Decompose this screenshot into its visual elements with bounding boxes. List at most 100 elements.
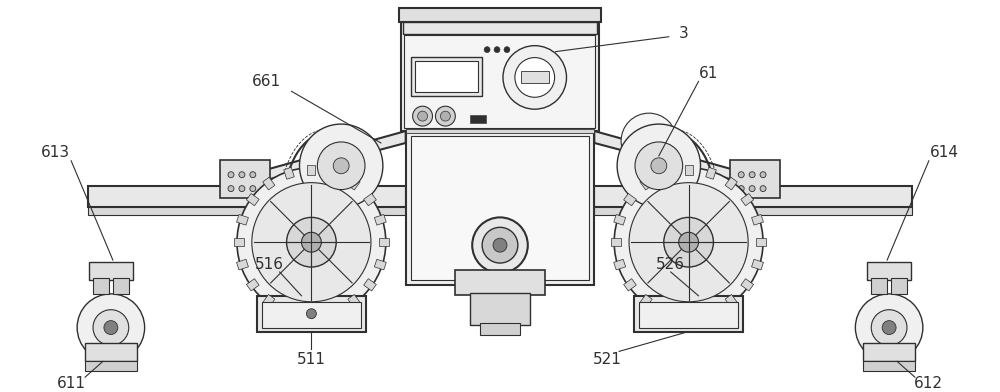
Bar bbox=[752, 214, 763, 225]
Circle shape bbox=[252, 183, 371, 302]
Circle shape bbox=[882, 321, 896, 334]
Circle shape bbox=[504, 47, 510, 53]
Polygon shape bbox=[594, 131, 766, 189]
Circle shape bbox=[418, 111, 428, 121]
Circle shape bbox=[493, 238, 507, 252]
Polygon shape bbox=[234, 131, 406, 189]
Bar bbox=[85, 343, 137, 361]
Circle shape bbox=[306, 309, 316, 319]
Circle shape bbox=[494, 47, 500, 53]
Circle shape bbox=[299, 124, 383, 207]
Circle shape bbox=[749, 186, 755, 192]
Bar bbox=[220, 160, 270, 198]
Circle shape bbox=[738, 172, 744, 178]
Bar bbox=[234, 238, 244, 246]
Text: 661: 661 bbox=[252, 74, 281, 89]
Text: 3: 3 bbox=[679, 26, 689, 41]
Bar bbox=[741, 279, 754, 291]
Bar bbox=[328, 305, 339, 317]
Bar bbox=[364, 194, 376, 206]
Bar bbox=[263, 294, 275, 307]
Circle shape bbox=[317, 142, 365, 190]
Bar bbox=[725, 294, 737, 307]
Bar bbox=[88, 207, 406, 216]
Circle shape bbox=[104, 321, 118, 334]
Bar bbox=[624, 194, 636, 206]
Text: 61: 61 bbox=[699, 66, 718, 81]
Circle shape bbox=[635, 142, 683, 190]
Bar bbox=[403, 22, 597, 34]
Circle shape bbox=[621, 113, 677, 169]
Circle shape bbox=[239, 186, 245, 192]
Text: 613: 613 bbox=[41, 145, 70, 160]
Bar bbox=[730, 160, 780, 198]
Circle shape bbox=[239, 172, 245, 178]
Bar bbox=[263, 177, 275, 190]
Text: 521: 521 bbox=[593, 352, 622, 367]
Bar bbox=[364, 279, 376, 291]
Circle shape bbox=[472, 218, 528, 273]
Circle shape bbox=[435, 106, 455, 126]
Bar bbox=[752, 259, 763, 270]
Circle shape bbox=[855, 294, 923, 361]
Circle shape bbox=[664, 218, 713, 267]
Bar bbox=[246, 279, 259, 291]
Bar bbox=[411, 136, 589, 280]
Bar bbox=[307, 310, 315, 319]
Text: 612: 612 bbox=[914, 376, 943, 391]
Bar bbox=[756, 238, 766, 246]
Bar bbox=[685, 165, 693, 175]
Bar bbox=[614, 214, 626, 225]
Circle shape bbox=[237, 168, 386, 317]
Bar bbox=[257, 296, 366, 332]
Bar bbox=[246, 194, 259, 206]
Text: 511: 511 bbox=[297, 352, 326, 367]
Bar bbox=[374, 259, 386, 270]
Bar bbox=[863, 343, 915, 361]
Bar bbox=[284, 167, 294, 179]
Bar bbox=[624, 279, 636, 291]
Text: 526: 526 bbox=[656, 256, 685, 272]
Circle shape bbox=[614, 168, 763, 317]
Circle shape bbox=[760, 186, 766, 192]
Bar bbox=[455, 270, 545, 295]
Bar bbox=[594, 186, 912, 207]
Bar bbox=[594, 207, 912, 216]
Circle shape bbox=[629, 183, 748, 302]
Bar bbox=[867, 262, 911, 280]
Bar bbox=[401, 22, 599, 131]
Bar bbox=[891, 278, 907, 294]
Bar bbox=[521, 71, 549, 83]
Bar bbox=[379, 238, 389, 246]
Bar bbox=[406, 129, 594, 133]
Circle shape bbox=[250, 172, 256, 178]
Circle shape bbox=[93, 310, 129, 345]
Bar bbox=[741, 194, 754, 206]
Circle shape bbox=[515, 58, 555, 97]
Bar bbox=[237, 259, 248, 270]
Circle shape bbox=[250, 186, 256, 192]
Circle shape bbox=[503, 45, 567, 109]
Bar bbox=[706, 305, 716, 317]
Bar bbox=[374, 214, 386, 225]
Circle shape bbox=[637, 129, 661, 153]
Bar bbox=[88, 186, 406, 207]
Bar bbox=[639, 302, 738, 328]
Bar bbox=[93, 278, 109, 294]
Circle shape bbox=[228, 186, 234, 192]
Circle shape bbox=[749, 172, 755, 178]
Bar bbox=[113, 278, 129, 294]
Bar bbox=[85, 361, 137, 371]
Bar bbox=[661, 167, 672, 179]
Bar bbox=[661, 305, 672, 317]
Circle shape bbox=[413, 106, 432, 126]
Bar bbox=[399, 8, 601, 22]
Circle shape bbox=[617, 124, 701, 207]
Bar bbox=[614, 259, 626, 270]
Bar bbox=[89, 262, 133, 280]
Bar bbox=[348, 294, 360, 307]
Text: 516: 516 bbox=[255, 256, 284, 272]
Bar bbox=[411, 56, 482, 96]
Bar bbox=[685, 310, 693, 319]
Circle shape bbox=[651, 158, 667, 174]
